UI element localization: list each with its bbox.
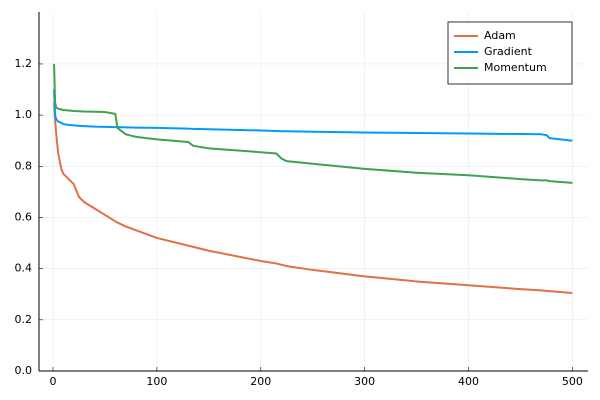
series-line: [53, 63, 573, 184]
y-tick-label: 0.6: [15, 210, 33, 223]
x-tick-label: 400: [458, 375, 479, 388]
y-tick-label: 0.8: [15, 159, 33, 172]
series-line: [53, 102, 573, 294]
series-line: [53, 89, 573, 142]
legend-label: Adam: [484, 29, 516, 42]
y-tick-label: 0.4: [15, 262, 33, 275]
legend-label: Gradient: [484, 45, 533, 58]
y-tick-label: 1.0: [15, 108, 33, 121]
y-tick-label: 0.2: [15, 313, 33, 326]
legend-label: Momentum: [484, 61, 547, 74]
x-tick-label: 500: [562, 375, 583, 388]
x-tick-label: 200: [250, 375, 271, 388]
y-tick-label: 0.0: [15, 364, 33, 377]
y-tick-label: 1.2: [15, 57, 33, 70]
x-tick-label: 100: [146, 375, 167, 388]
x-tick-label: 300: [354, 375, 375, 388]
x-tick-label: 0: [50, 375, 57, 388]
